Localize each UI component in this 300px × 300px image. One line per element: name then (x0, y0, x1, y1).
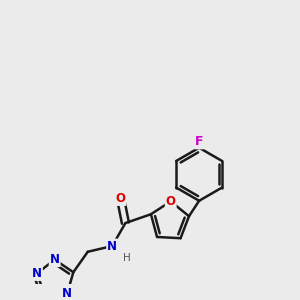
Text: O: O (166, 195, 176, 208)
Text: H: H (123, 254, 131, 263)
Text: N: N (107, 239, 117, 253)
Text: N: N (32, 267, 42, 280)
Text: F: F (195, 135, 203, 148)
Text: N: N (50, 253, 60, 266)
Text: N: N (62, 287, 72, 300)
Text: O: O (116, 192, 125, 205)
